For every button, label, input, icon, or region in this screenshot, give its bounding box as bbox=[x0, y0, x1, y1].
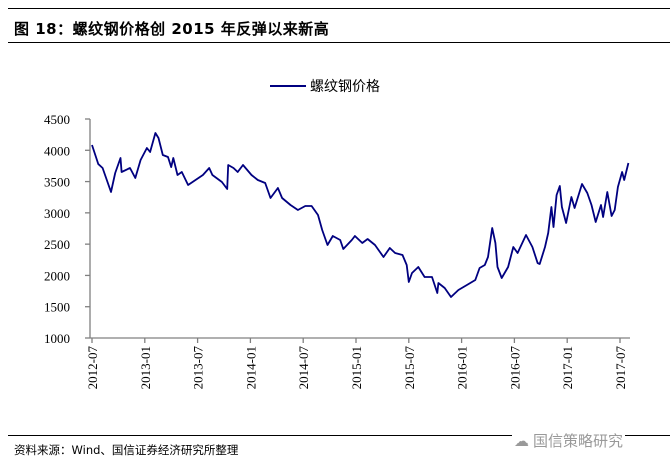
x-tick-label: 2017-07 bbox=[613, 346, 628, 390]
x-tick-label: 2013-01 bbox=[138, 346, 153, 389]
y-tick-label: 4500 bbox=[44, 112, 70, 127]
source-rule bbox=[8, 435, 670, 436]
title-top-rule bbox=[8, 8, 670, 9]
x-tick-label: 2015-07 bbox=[402, 346, 417, 390]
y-tick-label: 3000 bbox=[44, 206, 70, 221]
x-tick-label: 2016-07 bbox=[507, 346, 522, 390]
title-bottom-rule bbox=[8, 42, 670, 43]
y-tick-label: 2000 bbox=[44, 268, 70, 283]
wechat-icon: ☁ bbox=[514, 431, 529, 450]
x-tick-label: 2012-07 bbox=[85, 346, 100, 390]
y-tick-label: 2500 bbox=[44, 237, 70, 252]
x-tick-label: 2017-01 bbox=[560, 346, 575, 389]
y-tick-label: 1500 bbox=[44, 300, 70, 315]
y-tick-label: 4000 bbox=[44, 143, 70, 158]
watermark: ☁ 国信策略研究 bbox=[512, 430, 626, 451]
legend-label: 螺纹钢价格 bbox=[310, 79, 380, 95]
x-tick-label: 2015-01 bbox=[349, 346, 364, 389]
x-tick-label: 2013-07 bbox=[191, 346, 206, 390]
watermark-text: 国信策略研究 bbox=[533, 432, 624, 450]
figure-title: 图 18：螺纹钢价格创 2015 年反弹以来新高 bbox=[14, 20, 330, 38]
y-tick-label: 1000 bbox=[44, 331, 70, 346]
y-tick-label: 3500 bbox=[44, 175, 70, 190]
x-tick-label: 2014-07 bbox=[296, 346, 311, 390]
x-tick-label: 2014-01 bbox=[243, 346, 258, 389]
x-tick-label: 2016-01 bbox=[455, 346, 470, 389]
series-line-rebar-price bbox=[91, 132, 630, 298]
source-note: 资料来源：Wind、国信证券经济研究所整理 bbox=[14, 443, 239, 457]
